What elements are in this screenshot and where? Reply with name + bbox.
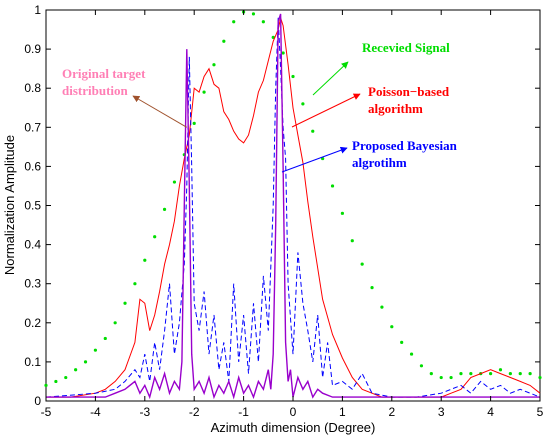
annotation-arrow-bayesian <box>281 146 348 173</box>
series-received-point <box>419 364 424 368</box>
series-received-point <box>54 379 58 384</box>
series-received-point <box>202 90 206 94</box>
annotation-bayesian-line: algrotihm <box>352 155 407 170</box>
series-received-point <box>538 375 542 380</box>
y-tick-label: 0.8 <box>24 81 41 95</box>
series-bayesian-line <box>45 17 541 398</box>
y-tick-label: 0.3 <box>24 277 41 291</box>
series-received-point <box>508 372 512 376</box>
y-tick-label: 0.1 <box>24 355 41 369</box>
series-layer <box>44 10 542 400</box>
x-tick-label: 1 <box>339 405 346 419</box>
x-tick-label: -4 <box>90 405 101 419</box>
annotation-original: Original target distribution <box>62 66 146 98</box>
series-received-point <box>409 352 414 356</box>
annotation-layer: Original target distribution Recevied Sign… <box>62 40 458 173</box>
series-received-point <box>489 372 493 376</box>
y-tick-label: 1 <box>34 3 41 17</box>
ticks-layer: -5 -4 -3 -2 -1 0 1 2 3 4 5 0 0.1 0.2 0.3 0.4 0.5 0.6 0.7 0.… <box>24 3 543 419</box>
series-received-point <box>212 63 216 67</box>
annotation-original-line: distribution <box>62 83 129 98</box>
series-received-point <box>143 258 147 262</box>
series-received-point <box>281 51 285 55</box>
series-received-point <box>103 336 107 341</box>
x-tick-label: 3 <box>438 405 445 419</box>
series-received-point <box>350 239 354 243</box>
series-received-point <box>449 375 453 380</box>
series-received-point <box>380 305 384 309</box>
series-received-point <box>370 286 374 290</box>
series-received-point <box>301 102 305 106</box>
series-received-point <box>261 20 265 24</box>
x-tick-label: 2 <box>388 405 395 419</box>
x-tick-label: -1 <box>238 405 249 419</box>
series-received-point <box>429 372 433 376</box>
y-tick-label: 0.5 <box>24 199 41 213</box>
series-received-point <box>172 180 177 184</box>
x-tick-label: -2 <box>189 405 200 419</box>
series-received-point <box>518 372 522 376</box>
series-received-point <box>232 20 236 24</box>
series-received-point <box>113 321 117 325</box>
annotation-arrow-poisson <box>291 93 361 128</box>
series-received-point <box>400 340 404 344</box>
series-received-point <box>44 383 48 387</box>
series-received-point <box>192 121 196 125</box>
series-original-line <box>46 13 540 400</box>
y-axis-label: Normalization Amplitude <box>2 135 17 275</box>
series-received-point <box>311 129 315 133</box>
y-tick-label: 0.2 <box>24 316 41 330</box>
annotation-poisson-line: Poisson−based <box>368 84 450 99</box>
annotation-bayesian-line: Proposed Bayesian <box>352 138 458 153</box>
y-tick-label: 0.7 <box>24 120 41 134</box>
series-received-point <box>83 360 88 364</box>
series-received-point <box>498 368 503 372</box>
series-received-point <box>291 74 295 79</box>
series-received-point <box>162 207 167 212</box>
series-received-point <box>123 301 127 305</box>
series-received-point <box>133 282 137 286</box>
series-received-point <box>153 235 157 239</box>
annotation-received-line: Recevied Signal <box>362 40 450 55</box>
series-received-point <box>330 184 335 188</box>
x-tick-label: 4 <box>487 405 494 419</box>
annotation-arrow-received <box>312 61 349 96</box>
annotation-arrow-original <box>132 95 188 128</box>
series-received-point <box>390 325 394 329</box>
series-received-point <box>93 348 97 352</box>
x-axis-label: Azimuth dimension (Degree) <box>211 420 376 435</box>
x-tick-label: -5 <box>41 405 52 419</box>
series-received-point <box>360 262 364 266</box>
annotation-original-line: Original target <box>62 66 146 81</box>
x-tick-label: 5 <box>537 405 544 419</box>
series-received-point <box>74 368 78 372</box>
series-received-point <box>459 372 463 376</box>
series-received-point <box>340 211 344 215</box>
series-received-point <box>64 375 68 380</box>
series-received-point <box>222 39 226 43</box>
series-received-point <box>528 372 532 376</box>
x-tick-label: -3 <box>139 405 150 419</box>
annotation-bayesian: Proposed Bayesian algrotihm <box>352 138 458 170</box>
series-received-point <box>251 12 256 16</box>
y-tick-label: 0.6 <box>24 159 41 173</box>
y-tick-label: 0 <box>34 394 41 408</box>
series-received-point <box>469 372 473 376</box>
annotation-poisson: Poisson−based algorithm <box>368 84 450 116</box>
y-tick-label: 0.9 <box>24 42 41 56</box>
y-tick-label: 0.4 <box>24 238 41 252</box>
annotation-received: Recevied Signal <box>362 40 450 55</box>
annotation-poisson-line: algorithm <box>368 101 423 116</box>
x-tick-label: 0 <box>290 405 297 419</box>
series-received-point <box>439 375 443 380</box>
